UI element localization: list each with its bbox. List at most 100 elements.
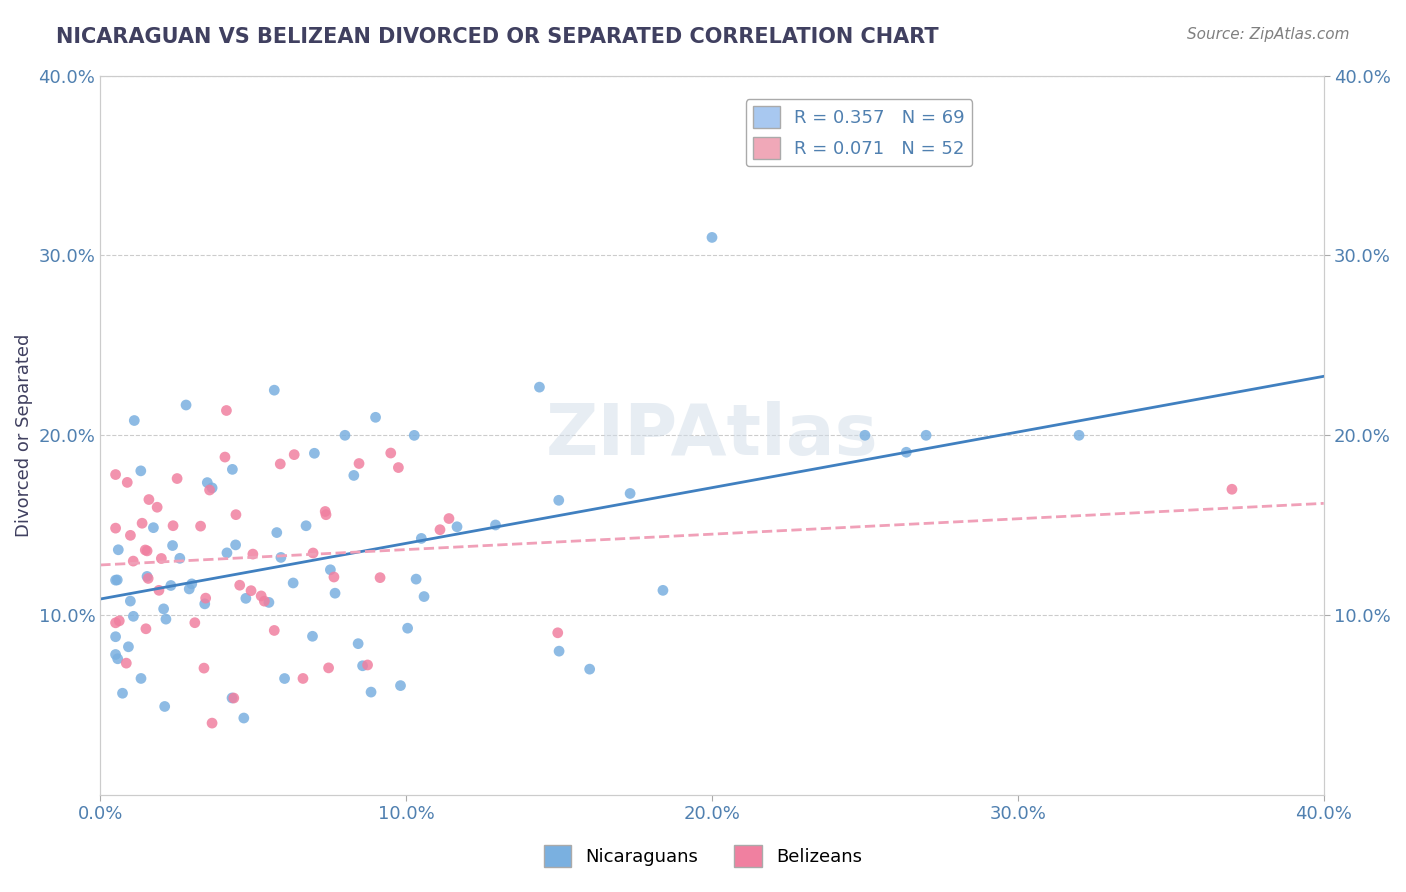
Point: [115, 656, 138, 670]
Point: [413, 590, 436, 604]
Point: [138, 492, 160, 507]
Point: [283, 576, 305, 591]
Point: [136, 571, 159, 585]
Point: [323, 586, 346, 600]
Point: [411, 532, 433, 546]
Point: [283, 448, 305, 462]
Point: [253, 594, 276, 608]
Point: [437, 511, 460, 525]
Point: [201, 481, 224, 495]
Legend: R = 0.357   N = 69, R = 0.071   N = 52: R = 0.357 N = 69, R = 0.071 N = 52: [745, 99, 972, 167]
Point: [301, 629, 323, 643]
Point: [853, 428, 876, 442]
Point: [232, 711, 254, 725]
Point: [201, 716, 224, 731]
Point: [915, 428, 938, 442]
Point: [619, 486, 641, 500]
Point: [547, 493, 569, 508]
Point: [368, 571, 391, 585]
Point: [180, 577, 202, 591]
Point: [129, 672, 152, 686]
Point: [215, 403, 238, 417]
Point: [263, 624, 285, 638]
Point: [148, 583, 170, 598]
Point: [169, 551, 191, 566]
Point: [104, 573, 127, 587]
Point: [389, 679, 412, 693]
Point: [195, 475, 218, 490]
Point: [153, 699, 176, 714]
Point: [314, 504, 336, 518]
Text: ZIPAtlas: ZIPAtlas: [546, 401, 879, 470]
Point: [270, 550, 292, 565]
Point: [194, 597, 217, 611]
Point: [193, 661, 215, 675]
Point: [179, 582, 201, 596]
Point: [108, 614, 131, 628]
Point: [387, 460, 409, 475]
Point: [318, 661, 340, 675]
Point: [1220, 482, 1243, 496]
Point: [194, 591, 217, 606]
Point: [896, 445, 918, 459]
Point: [142, 521, 165, 535]
Point: [343, 468, 366, 483]
Point: [160, 578, 183, 592]
Point: [221, 462, 243, 476]
Point: [295, 518, 318, 533]
Point: [104, 521, 127, 535]
Point: [360, 685, 382, 699]
Text: Source: ZipAtlas.com: Source: ZipAtlas.com: [1187, 27, 1350, 42]
Point: [225, 538, 247, 552]
Point: [547, 625, 569, 640]
Point: [240, 583, 263, 598]
Point: [214, 450, 236, 464]
Point: [111, 686, 134, 700]
Point: [129, 464, 152, 478]
Point: [352, 658, 374, 673]
Point: [104, 648, 127, 662]
Point: [529, 380, 551, 394]
Point: [221, 690, 243, 705]
Point: [405, 572, 427, 586]
Point: [242, 547, 264, 561]
Point: [162, 518, 184, 533]
Point: [184, 615, 207, 630]
Point: [122, 554, 145, 568]
Point: [174, 398, 197, 412]
Point: [104, 467, 127, 482]
Point: [135, 622, 157, 636]
Point: [304, 446, 326, 460]
Point: [347, 637, 370, 651]
Point: [190, 519, 212, 533]
Point: [1067, 428, 1090, 442]
Point: [250, 589, 273, 603]
Point: [136, 544, 159, 558]
Point: [319, 563, 342, 577]
Point: [150, 551, 173, 566]
Point: [263, 383, 285, 397]
Point: [222, 691, 245, 706]
Point: [162, 539, 184, 553]
Point: [166, 471, 188, 485]
Point: [578, 662, 600, 676]
Point: [146, 500, 169, 515]
Point: [122, 609, 145, 624]
Point: [228, 578, 250, 592]
Point: [315, 508, 337, 522]
Point: [107, 542, 129, 557]
Point: [269, 457, 291, 471]
Point: [120, 528, 142, 542]
Point: [652, 583, 675, 598]
Point: [333, 428, 356, 442]
Point: [107, 652, 129, 666]
Point: [155, 612, 177, 626]
Point: [484, 518, 506, 533]
Point: [131, 516, 153, 531]
Point: [323, 570, 346, 584]
Point: [356, 657, 378, 672]
Point: [215, 546, 238, 560]
Point: [117, 640, 139, 654]
Point: [429, 523, 451, 537]
Point: [124, 413, 146, 427]
